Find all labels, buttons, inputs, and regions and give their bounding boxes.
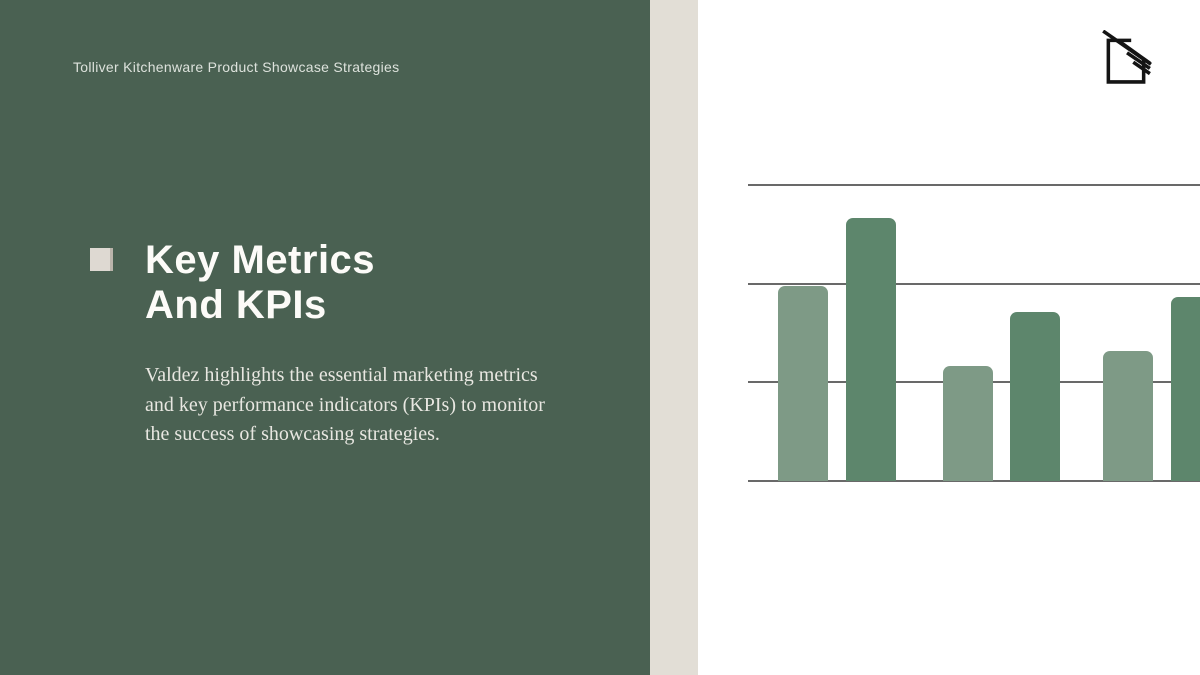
- chart-gridline: [748, 184, 1200, 186]
- body-line-1: Valdez highlights the essential marketin…: [145, 364, 538, 386]
- chart-gridline: [748, 282, 1200, 285]
- bar-5: [1103, 350, 1153, 481]
- beige-divider-strip: [650, 0, 698, 675]
- body-line-2: and key performance indicators (KPIs) to…: [145, 393, 545, 416]
- bar-2: [846, 217, 896, 481]
- body-paragraph: Valdez highlights the essential marketin…: [145, 361, 575, 450]
- title-bullet-square: [90, 248, 113, 271]
- page-title-line-2: And KPIs: [145, 283, 327, 327]
- bar-4: [1010, 312, 1060, 481]
- bar-3: [943, 365, 993, 481]
- right-panel: [698, 0, 1200, 675]
- page-title-line-1: Key Metrics: [145, 238, 376, 282]
- body-line-3: the success of showcasing strategies.: [145, 423, 440, 445]
- bar-1: [778, 285, 828, 481]
- bar-6: [1171, 297, 1200, 481]
- kicker-text: Tolliver Kitchenware Product Showcase St…: [73, 59, 400, 75]
- hatched-square-logo-icon: [1100, 30, 1152, 84]
- bar-chart: [748, 184, 1200, 482]
- page-title: Key Metrics And KPIs: [145, 238, 375, 328]
- left-panel: Tolliver Kitchenware Product Showcase St…: [0, 0, 650, 675]
- chart-gridline: [748, 480, 1200, 482]
